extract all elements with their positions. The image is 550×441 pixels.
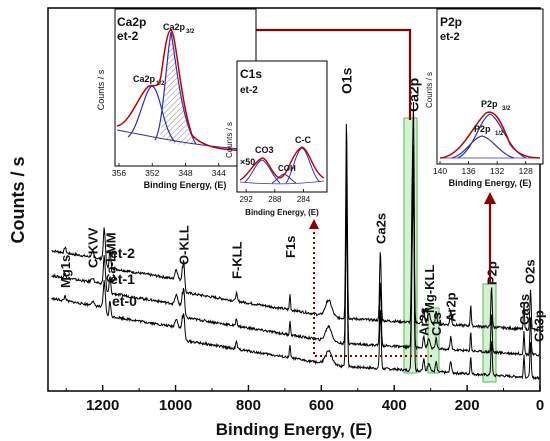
inset-p2p-sample: et-2	[440, 31, 460, 43]
inset-c1s-sample: et-2	[240, 85, 258, 96]
p2p-32-label: P2p	[481, 99, 498, 109]
peak-label-f1s: F1s	[283, 236, 298, 258]
c1s-cc-component	[285, 147, 321, 184]
inset-c1s-xlabel: Binding Energy, (E)	[245, 208, 319, 217]
inset-c1s-tick-label-292: 292	[239, 195, 253, 204]
inset-ca2p-tick-label-356: 356	[112, 168, 126, 178]
peak-label-ar2s: Ar2s	[417, 307, 432, 336]
plot-frame	[47, 7, 541, 392]
peak-label-ca3p: Ca3p	[532, 310, 547, 342]
c1s-envelope	[239, 146, 325, 181]
x-tick-label-1200: 1200	[86, 397, 119, 414]
inset-ca2p: Ca2p et-2 Counts / s Ca2p 1/2 Ca2p 3/2 3…	[96, 8, 259, 190]
p2p-12-component	[451, 135, 515, 159]
inset-c1s: C1s et-2 Counts / s ×50 CO3 COH C-C 292 2…	[225, 60, 328, 217]
inset-p2p-ylabel: Counts / s	[425, 72, 434, 108]
inset-c1s-frame	[236, 60, 328, 193]
p2p-32-sub: 3/2	[502, 106, 511, 112]
ca2p-32-sub: 3/2	[186, 29, 195, 35]
inset-c1s-tick-label-284: 284	[297, 195, 311, 204]
x-tick-label-600: 600	[309, 397, 334, 414]
inset-p2p-tick-label-140: 140	[433, 166, 447, 176]
ca2p-32-component	[154, 31, 197, 145]
inset-ca2p-xlabel: Binding Energy, (E)	[144, 180, 227, 190]
inset-ca2p-ylabel: Counts / s	[96, 69, 106, 110]
ca2p-32-fill	[160, 32, 194, 145]
peak-label-mg1s: Mg1s	[58, 255, 73, 288]
p2p-envelope	[439, 111, 541, 159]
inset-c1s-ylabel: Counts / s	[225, 122, 234, 158]
inset-ca2p-tick-label-344: 344	[212, 168, 226, 178]
x-tick-label-400: 400	[382, 397, 407, 414]
spectrum-et-2	[51, 101, 540, 333]
peak-label-o-kll: O-KLL	[177, 225, 192, 265]
c1s-arrow-head	[309, 219, 319, 229]
peak-label-o2s: O2s	[522, 259, 537, 284]
peak-label-c-kvv: C-KVV	[86, 227, 101, 268]
peak-label-f-kll: F-KLL	[229, 241, 244, 279]
peak-label-o1s: O1s	[339, 67, 355, 94]
inset-p2p: P2p et-2 Counts / s P2p 3/2 P2p 1/2 140 1…	[425, 8, 544, 188]
p2p-12-label: P2p	[474, 124, 491, 134]
p2p-highlight-box	[482, 283, 497, 383]
ca2p-envelope	[116, 29, 255, 152]
ca2p-12-label: Ca2p	[133, 74, 156, 84]
c1s-co3-label: CO3	[255, 145, 274, 155]
inset-p2p-frame	[436, 8, 544, 165]
series-label-et-0: et-0	[112, 293, 137, 309]
c1s-co3-component	[244, 159, 281, 184]
inset-ca2p-sample: et-2	[117, 29, 139, 43]
peak-label-ca-lmm: Ca-LMM	[104, 232, 119, 283]
c1s-cc-label: C-C	[295, 135, 311, 145]
y-axis-title: Counts / s	[8, 156, 28, 243]
spectrum-et-0	[51, 181, 540, 381]
peak-label-mg-kll: Mg-KLL	[422, 265, 437, 313]
inset-p2p-xlabel: Binding Energy, (E)	[449, 178, 532, 188]
series-label-et-2: et-2	[110, 245, 135, 261]
peak-label-ca2p: Ca2p	[406, 78, 422, 112]
inset-ca2p-tick-label-352: 352	[145, 168, 159, 178]
spectrum-et-1	[51, 144, 540, 358]
p2p-32-component	[457, 113, 527, 159]
inset-p2p-tick-label-136: 136	[461, 166, 475, 176]
x-tick-label-0: 0	[536, 397, 544, 414]
x-tick-label-200: 200	[455, 397, 480, 414]
x-tick-label-800: 800	[236, 397, 261, 414]
inset-p2p-tick-label-132: 132	[490, 166, 504, 176]
p2p-arrow-head	[484, 192, 496, 204]
peak-label-p2p: P2p	[485, 261, 500, 285]
series-label-et-1: et-1	[110, 271, 135, 287]
inset-ca2p-tick-label-348: 348	[178, 168, 192, 178]
c1s-dotted-arrow	[313, 225, 432, 357]
inset-p2p-title: P2p	[440, 15, 462, 29]
inset-c1s-scale: ×50	[240, 157, 255, 167]
c1s-coh-label: COH	[278, 164, 296, 173]
peak-label-c1s: C1s	[429, 312, 444, 336]
inset-p2p-tick-label-128: 128	[519, 166, 533, 176]
p2p-12-sub: 1/2	[495, 131, 504, 137]
inset-c1s-title: C1s	[240, 67, 262, 81]
c1s-baseline	[239, 180, 325, 185]
inset-c1s-tick-label-288: 288	[268, 195, 282, 204]
x-axis-title: Binding Energy, (E)	[216, 420, 372, 439]
peak-label-ca3s: Ca3s	[517, 294, 532, 325]
x-tick-label-1000: 1000	[159, 397, 192, 414]
ca2p-32-label: Ca2p	[163, 22, 186, 32]
inset-ca2p-title: Ca2p	[117, 15, 146, 29]
peak-label-ar2p: Ar2p	[444, 292, 459, 322]
peak-label-ca2s: Ca2s	[373, 213, 388, 244]
ca2p-12-sub: 1/2	[156, 81, 165, 87]
